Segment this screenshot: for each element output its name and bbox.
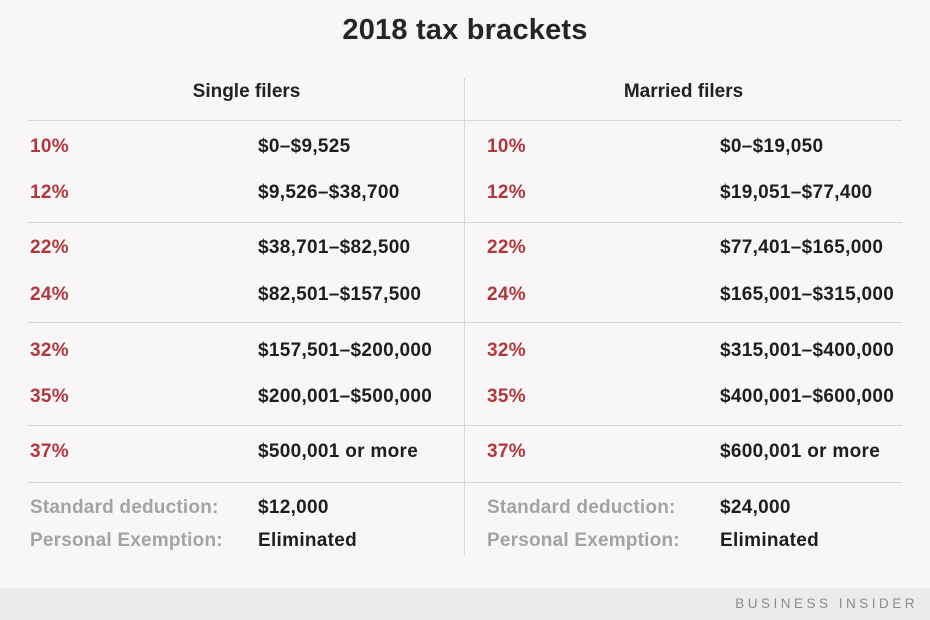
standard-deduction-value: $12,000 — [258, 497, 329, 518]
tax-rate: 22% — [487, 237, 526, 258]
tax-rate: 22% — [30, 237, 69, 258]
tax-rate: 12% — [30, 182, 69, 203]
tax-rate: 37% — [30, 441, 69, 462]
income-range: $600,001 or more — [720, 441, 881, 462]
bracket-row-22: 22% $38,701–$82,500 22% $77,401–$165,000 — [0, 236, 930, 260]
income-range: $0–$9,525 — [258, 136, 351, 157]
income-range: $165,001–$315,000 — [720, 284, 895, 305]
tax-rate: 24% — [30, 284, 69, 305]
column-header-married: Married filers — [623, 81, 744, 102]
personal-exemption-value: Eliminated — [258, 530, 358, 551]
bracket-row-32: 32% $157,501–$200,000 32% $315,001–$400,… — [0, 339, 930, 363]
income-range: $9,526–$38,700 — [258, 182, 400, 203]
separator-line — [28, 120, 902, 121]
tax-rate: 35% — [30, 386, 69, 407]
column-header-single: Single filers — [192, 81, 301, 102]
income-range: $157,501–$200,000 — [258, 340, 433, 361]
income-range: $19,051–$77,400 — [720, 182, 873, 203]
bracket-row-12: 12% $9,526–$38,700 12% $19,051–$77,400 — [0, 181, 930, 205]
separator-line — [28, 482, 902, 483]
tax-rate: 32% — [30, 340, 69, 361]
bracket-row-35: 35% $200,001–$500,000 35% $400,001–$600,… — [0, 385, 930, 409]
personal-exemption-label: Personal Exemption: — [487, 530, 680, 551]
income-range: $82,501–$157,500 — [258, 284, 422, 305]
income-range: $77,401–$165,000 — [720, 237, 884, 258]
separator-line — [28, 425, 902, 426]
income-range: $400,001–$600,000 — [720, 386, 895, 407]
income-range: $0–$19,050 — [720, 136, 824, 157]
footer-bar: BUSINESS INSIDER — [0, 588, 930, 620]
standard-deduction-row: Standard deduction: $12,000 Standard ded… — [0, 496, 930, 520]
income-range: $200,001–$500,000 — [258, 386, 433, 407]
tax-rate: 10% — [487, 136, 526, 157]
personal-exemption-row: Personal Exemption: Eliminated Personal … — [0, 529, 930, 553]
separator-line — [28, 222, 902, 223]
separator-line — [28, 322, 902, 323]
income-range: $38,701–$82,500 — [258, 237, 411, 258]
tax-rate: 10% — [30, 136, 69, 157]
standard-deduction-label: Standard deduction: — [30, 497, 219, 518]
page-title: 2018 tax brackets — [342, 14, 588, 46]
brand-logo: BUSINESS INSIDER — [735, 596, 918, 611]
income-range: $315,001–$400,000 — [720, 340, 895, 361]
personal-exemption-label: Personal Exemption: — [30, 530, 223, 551]
bracket-row-10: 10% $0–$9,525 10% $0–$19,050 — [0, 135, 930, 159]
standard-deduction-value: $24,000 — [720, 497, 791, 518]
bracket-row-37: 37% $500,001 or more 37% $600,001 or mor… — [0, 440, 930, 464]
personal-exemption-value: Eliminated — [720, 530, 820, 551]
tax-rate: 12% — [487, 182, 526, 203]
bracket-row-24: 24% $82,501–$157,500 24% $165,001–$315,0… — [0, 283, 930, 307]
income-range: $500,001 or more — [258, 441, 419, 462]
column-divider-line — [464, 78, 465, 555]
standard-deduction-label: Standard deduction: — [487, 497, 676, 518]
tax-rate: 37% — [487, 441, 526, 462]
tax-rate: 32% — [487, 340, 526, 361]
tax-rate: 35% — [487, 386, 526, 407]
tax-rate: 24% — [487, 284, 526, 305]
